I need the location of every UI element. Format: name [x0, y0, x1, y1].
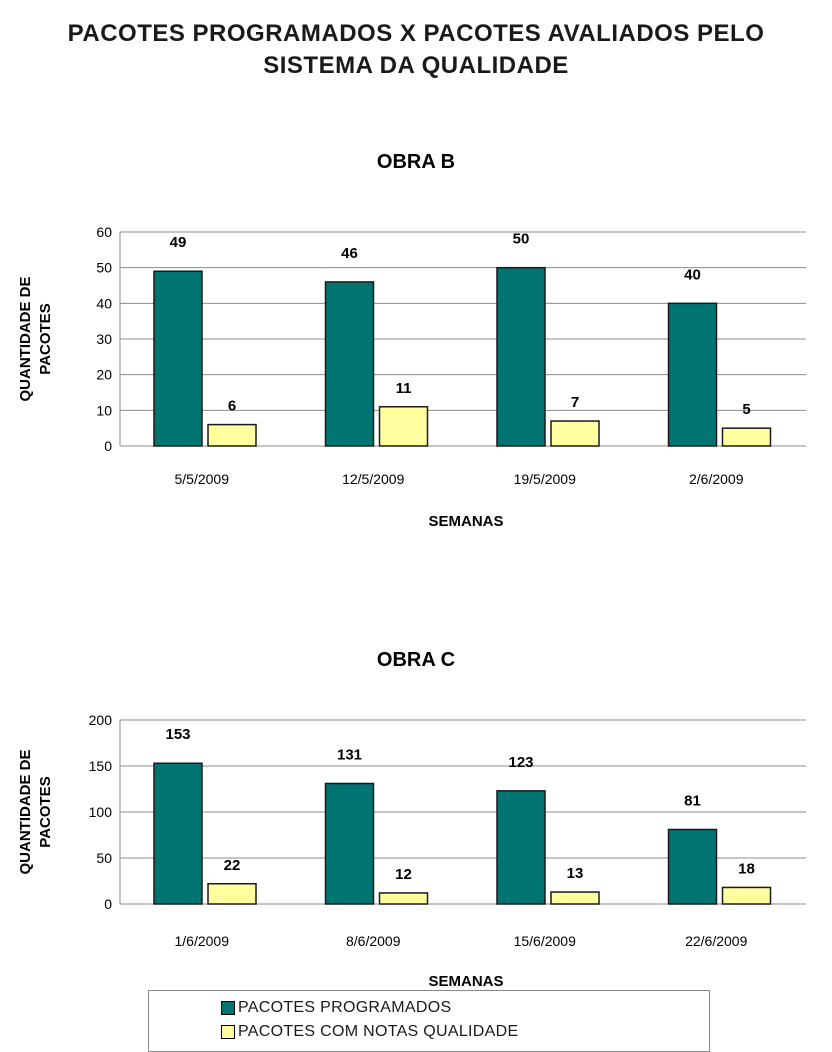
legend-swatch-qualidade [221, 1025, 235, 1039]
obra-c-label-qualidade: 12 [395, 866, 412, 883]
obra-c-y-tick: 150 [89, 758, 113, 774]
obra-c-title: OBRA C [377, 649, 455, 671]
obra-b-label-programados: 46 [341, 245, 358, 262]
obra-b-y-tick: 10 [96, 402, 112, 418]
obra-b-label-qualidade: 5 [742, 401, 750, 418]
obra-b-y-tick: 0 [104, 438, 112, 454]
obra-c-label-programados: 81 [684, 792, 701, 809]
chart-legend: PACOTES PROGRAMADOS PACOTES COM NOTAS QU… [148, 990, 710, 1052]
obra-b-x-tick: 12/5/2009 [342, 471, 404, 487]
obra-b-y-tick: 60 [96, 224, 112, 240]
obra-b-bar-qualidade [207, 423, 257, 447]
obra-c-label-programados: 131 [337, 746, 362, 763]
obra-c-bar-programados [667, 828, 718, 905]
obra-b-title: OBRA B [377, 151, 455, 173]
obra-c-x-tick: 1/6/2009 [175, 933, 230, 949]
obra-b-x-tick: 19/5/2009 [514, 471, 576, 487]
obra-b-label-programados: 49 [170, 234, 187, 251]
obra-b-y-tick: 20 [96, 367, 112, 383]
obra-b-label-qualidade: 11 [396, 380, 412, 397]
main-title: PACOTES PROGRAMADOS X PACOTES AVALIADOS … [0, 18, 832, 82]
legend-label-qualidade: PACOTES COM NOTAS QUALIDADE [238, 1023, 519, 1040]
obra-b-bar-programados [496, 266, 546, 447]
obra-c-y-tick: 100 [89, 804, 113, 820]
obra-c-bar-qualidade [207, 883, 257, 905]
obra-c-x-label: SEMANAS [428, 973, 503, 990]
legend-item-qualidade: PACOTES COM NOTAS QUALIDADE [221, 1023, 518, 1041]
obra-b-x-tick: 5/5/2009 [175, 471, 230, 487]
main-title-line2: SISTEMA DA QUALIDADE [263, 52, 569, 79]
obra-b-bar-programados [324, 281, 375, 447]
obra-c-bar-qualidade [378, 892, 429, 905]
obra-b-bar-qualidade [378, 406, 429, 447]
main-title-line1: PACOTES PROGRAMADOS X PACOTES AVALIADOS … [67, 20, 765, 47]
chart-obra-b: OBRA B 0 10 20 30 40 50 60 49 6 5/5/2009 46 11 12/5/2… [17, 151, 806, 530]
obra-c-bar-programados [496, 790, 546, 905]
obra-b-label-qualidade: 6 [228, 398, 236, 415]
obra-c-bar-programados [324, 782, 375, 905]
obra-b-y-tick: 40 [96, 295, 112, 311]
obra-c-label-programados: 153 [165, 726, 190, 743]
obra-c-bar-qualidade [550, 891, 600, 905]
obra-c-y-tick: 200 [89, 712, 113, 728]
legend-swatch-programados [221, 1001, 235, 1015]
legend-item-programados: PACOTES PROGRAMADOS [221, 999, 451, 1017]
obra-b-x-label: SEMANAS [428, 513, 503, 530]
obra-c-label-qualidade: 22 [224, 857, 241, 874]
obra-b-y-tick: 30 [96, 331, 112, 347]
legend-label-programados: PACOTES PROGRAMADOS [238, 999, 452, 1016]
obra-b-label-qualidade: 7 [571, 394, 579, 411]
obra-b-bar-programados [667, 302, 718, 447]
obra-c-bar-qualidade [721, 886, 772, 905]
obra-b-label-programados: 50 [513, 231, 530, 248]
obra-c-label-qualidade: 13 [567, 865, 584, 882]
obra-c-x-tick: 22/6/2009 [685, 933, 747, 949]
obra-b-y-label-line2: PACOTES [37, 303, 54, 374]
obra-b-bar-qualidade [550, 420, 600, 447]
obra-c-label-qualidade: 18 [738, 860, 755, 877]
obra-b-bar-qualidade [721, 427, 772, 447]
obra-b-x-tick: 2/6/2009 [689, 471, 744, 487]
obra-c-bar-programados [153, 762, 203, 905]
chart-obra-c: OBRA C 0 50 100 150 200 153 22 1/6/2009 131 12 8/6/… [17, 649, 806, 990]
obra-c-x-tick: 8/6/2009 [346, 933, 401, 949]
obra-c-y-tick: 50 [96, 850, 112, 866]
obra-c-y-label-line2: PACOTES [37, 776, 54, 847]
obra-c-y-label-line1: QUANTIDADE DE [17, 749, 34, 874]
obra-c-y-tick: 0 [104, 896, 112, 912]
obra-c-label-programados: 123 [508, 754, 533, 771]
obra-c-x-tick: 15/6/2009 [514, 933, 576, 949]
obra-b-y-label-line1: QUANTIDADE DE [17, 276, 34, 401]
obra-b-bar-programados [153, 270, 203, 447]
obra-b-label-programados: 40 [684, 266, 701, 283]
obra-b-y-tick: 50 [96, 260, 112, 276]
